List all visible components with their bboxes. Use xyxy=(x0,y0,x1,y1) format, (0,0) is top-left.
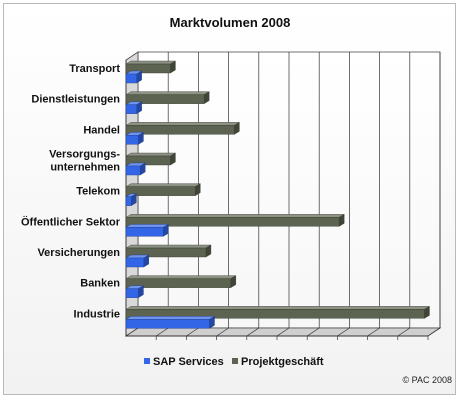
bar-projektgeschaeft-7 xyxy=(125,275,237,289)
category-label: Dienstleistungen xyxy=(31,94,120,106)
legend: SAP Services Projektgeschäft xyxy=(144,356,324,368)
bar-projektgeschaeft-0 xyxy=(125,60,177,74)
legend-swatch xyxy=(144,358,150,364)
floor-gridline xyxy=(397,327,410,337)
bar-sap-services-6 xyxy=(125,254,150,268)
bar-sap-services-1 xyxy=(125,101,143,115)
bars xyxy=(125,60,431,329)
floor-gridline xyxy=(337,327,350,337)
floor-gridline xyxy=(156,327,169,337)
chart-title: Marktvolumen 2008 xyxy=(170,15,291,30)
category-label: Industrie xyxy=(74,308,120,320)
floor-gridline xyxy=(427,327,441,337)
bar-sap-services-0 xyxy=(125,70,143,84)
source-note: © PAC 2008 xyxy=(403,375,453,385)
category-labels: Transport Dienstleistungen Handel Versorgun… xyxy=(21,63,121,320)
legend-label: SAP Services xyxy=(153,356,224,368)
bar-projektgeschaeft-4 xyxy=(125,183,202,197)
floor-gridline xyxy=(367,327,380,337)
category-label: Transport xyxy=(69,63,120,75)
bar-sap-services-5 xyxy=(125,223,170,237)
bar-projektgeschaeft-3 xyxy=(125,152,177,166)
floor-gridline xyxy=(276,327,290,337)
category-label: Öffentlicher Sektor xyxy=(21,215,121,228)
bar-projektgeschaeft-5 xyxy=(125,213,345,227)
bar-projektgeschaeft-2 xyxy=(125,121,241,135)
bar-sap-services-2 xyxy=(125,131,145,145)
legend-swatch xyxy=(232,358,238,364)
category-label: Versorgungs-unternehmen xyxy=(49,149,120,174)
legend-item: Projektgeschäft xyxy=(232,356,324,368)
floor-gridline xyxy=(186,327,199,337)
bar-projektgeschaeft-1 xyxy=(125,91,210,105)
category-label: Banken xyxy=(80,278,120,290)
bar-sap-services-7 xyxy=(125,285,145,299)
bar-sap-services-3 xyxy=(125,162,146,176)
category-label: Telekom xyxy=(76,186,120,198)
bar-sap-services-8 xyxy=(125,315,216,329)
floor-gridline xyxy=(216,327,229,337)
bar-projektgeschaeft-6 xyxy=(125,244,212,258)
category-label: Handel xyxy=(83,124,120,136)
floor-gridline xyxy=(307,327,320,337)
legend-item: SAP Services xyxy=(144,356,224,368)
legend-label: Projektgeschäft xyxy=(241,356,324,368)
bar-projektgeschaeft-8 xyxy=(125,305,431,319)
floor-gridline xyxy=(246,327,259,337)
category-label: Versicherungen xyxy=(37,247,120,259)
bar-sap-services-4 xyxy=(125,193,138,207)
